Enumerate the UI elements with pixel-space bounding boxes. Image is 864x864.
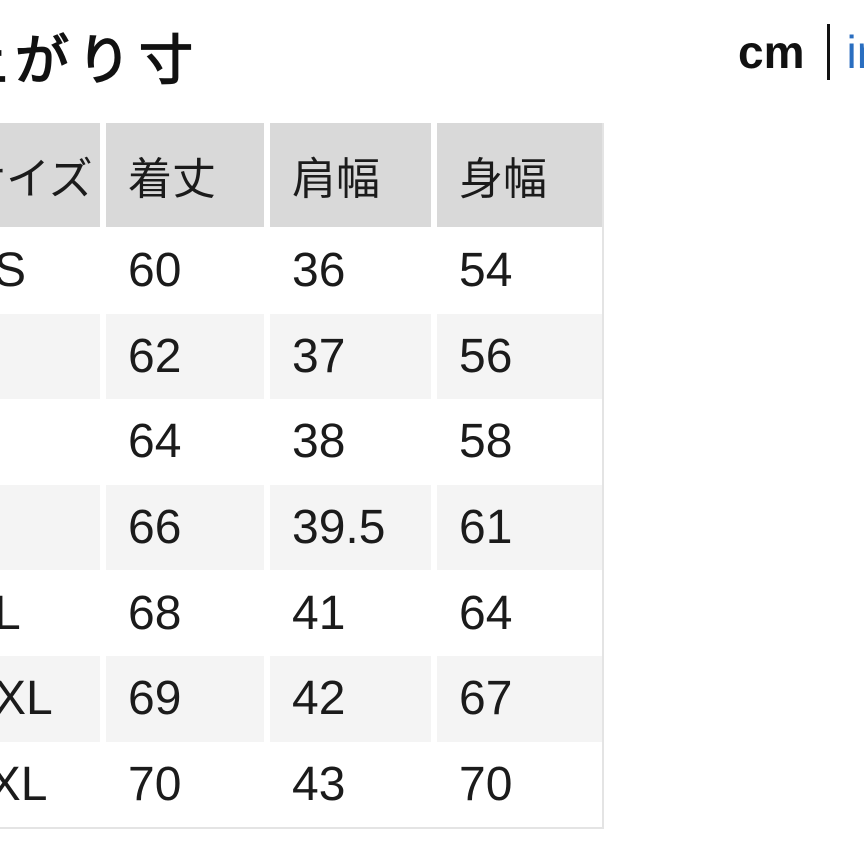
value-cell: 70 (128, 757, 182, 811)
table-row: L 66 39.5 61 (0, 484, 602, 571)
value-cell: 42 (270, 655, 431, 742)
size-cell: S (0, 313, 100, 400)
size-cell: 3XL (0, 757, 48, 811)
value-cell: 68 (128, 586, 182, 640)
table-row: XS 60 36 54 (0, 228, 602, 314)
size-cell: XL (0, 586, 21, 640)
value-cell: 61 (437, 484, 602, 571)
value-cell: 66 (106, 484, 264, 571)
value-cell: 60 (128, 244, 182, 298)
size-cell: M (0, 399, 100, 485)
page-title: 上がり寸 (0, 31, 201, 91)
size-table: サイズ 着丈 肩幅 身幅 XS 60 36 54 S 62 37 56 M 64… (0, 123, 604, 830)
value-cell: 37 (270, 313, 431, 400)
value-cell: 70 (459, 757, 513, 811)
value-cell: 64 (459, 586, 513, 640)
table-row: XL 68 41 64 (0, 570, 602, 656)
table-row: 3XL 70 43 70 (0, 742, 602, 828)
value-cell: 62 (106, 313, 264, 400)
value-cell: 67 (437, 655, 602, 742)
value-cell: 58 (459, 415, 513, 469)
table-row: M 64 38 58 (0, 399, 602, 485)
header-cell-shoulder: 肩幅 (270, 123, 431, 227)
value-cell: 69 (106, 655, 264, 742)
value-cell: 56 (437, 313, 602, 400)
header-cell-width: 身幅 (437, 123, 602, 227)
unit-toggle-divider (827, 24, 831, 80)
size-cell: XS (0, 244, 27, 298)
table-row: S 62 37 56 (0, 313, 602, 400)
unit-cm-option[interactable]: cm (738, 26, 805, 78)
unit-in-option[interactable]: in (846, 26, 864, 78)
table-row: XXL 69 42 67 (0, 655, 602, 742)
header-cell-size: サイズ (0, 123, 100, 227)
value-cell: 54 (459, 244, 513, 298)
size-cell: L (0, 484, 100, 571)
value-cell: 38 (292, 415, 346, 469)
value-cell: 39.5 (270, 484, 431, 571)
unit-toggle: cm in (738, 24, 864, 80)
value-cell: 43 (292, 757, 346, 811)
value-cell: 36 (292, 244, 346, 298)
value-cell: 64 (128, 415, 182, 469)
value-cell: 41 (292, 586, 346, 640)
header-cell-length: 着丈 (106, 123, 264, 227)
size-cell: XXL (0, 655, 100, 742)
table-header-row: サイズ 着丈 肩幅 身幅 (0, 123, 602, 227)
